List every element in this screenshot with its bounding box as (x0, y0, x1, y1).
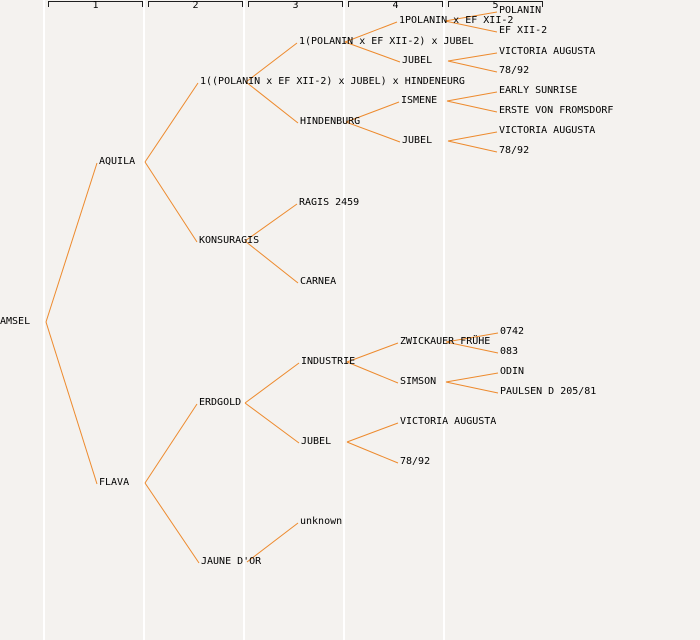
node-aquila: AQUILA (99, 156, 136, 167)
edge-jaune-dor-to-unknown (246, 522, 299, 563)
node-7892-erdgold: 78/92 (400, 456, 431, 467)
column-label-1: 1 (92, 0, 99, 11)
node-cross-pe-j: 1(POLANIN x EF XII-2) x JUBEL (299, 36, 474, 47)
node-erdgold: ERDGOLD (199, 397, 242, 408)
edge-aquila-to-cross-phj-h (144, 82, 199, 163)
node-victoria-erdgold: VICTORIA AUGUSTA (400, 416, 497, 427)
column-label-3: 3 (292, 0, 299, 11)
edge-erdgold-to-jubel-erdgold (244, 402, 300, 444)
node-victoria-jubel1: VICTORIA AUGUSTA (499, 46, 596, 57)
node-n083: 083 (500, 346, 519, 357)
node-7892-jubel1: 78/92 (499, 65, 530, 76)
column-bracket-2 (148, 1, 243, 7)
edge-jubel-erdgold-to-7892-erdgold (346, 441, 399, 464)
node-unknown: unknown (300, 516, 343, 527)
node-victoria-jubel2: VICTORIA AUGUSTA (499, 125, 596, 136)
edge-konsuragis-to-ragis-2459 (244, 203, 298, 242)
gridline (243, 0, 245, 640)
column-bracket-3 (248, 1, 343, 7)
column-label-4: 4 (392, 0, 399, 11)
edge-konsuragis-to-carnea (244, 240, 299, 284)
edge-industrie-to-zwickauer-fruehe (346, 342, 399, 363)
edge-ismene-to-early-sunrise (446, 91, 498, 102)
node-7892-jubel2: 78/92 (499, 145, 530, 156)
node-flava: FLAVA (99, 477, 130, 488)
edge-industrie-to-simson (346, 361, 399, 384)
node-odin: ODIN (500, 366, 525, 377)
node-hindenburg: HINDENBURG (300, 116, 361, 127)
node-polanin: POLANIN (499, 5, 542, 16)
gridline (143, 0, 145, 640)
edge-cross-phj-h-to-hindenburg (245, 81, 299, 124)
node-ismene-child-erste: ERSTE VON FROMSDORF (499, 105, 614, 116)
edge-jubel-cross-to-victoria-jubel1 (447, 52, 498, 62)
edge-flava-to-erdgold (144, 403, 198, 484)
edge-ismene-to-ismene-child-erste (446, 100, 498, 113)
edge-jubel-cross-to-7892-jubel1 (447, 60, 498, 73)
node-konsuragis: KONSURAGIS (199, 235, 260, 246)
node-ragis-2459: RAGIS 2459 (299, 197, 360, 208)
edge-cross-phj-h-to-cross-pe-j (245, 42, 298, 83)
node-jaune-dor: JAUNE D'OR (201, 556, 262, 567)
node-carnea: CARNEA (300, 276, 337, 287)
edge-cross-p-e-to-polanin (444, 11, 498, 22)
node-cross-phj-h: 1((POLANIN x EF XII-2) x JUBEL) x HINDEN… (200, 76, 465, 87)
edge-amsel-to-aquila (45, 162, 98, 323)
edge-jubel-hindenburg-to-victoria-jubel2 (447, 131, 498, 142)
column-bracket-5 (448, 1, 543, 7)
edge-erdgold-to-industrie (244, 362, 300, 404)
column-bracket-1 (48, 1, 143, 7)
node-jubel-erdgold: JUBEL (301, 436, 332, 447)
edge-cross-pe-j-to-jubel-cross (344, 41, 401, 63)
node-zwickauer-fruehe: ZWICKAUER FRÜHE (400, 336, 491, 347)
edge-hindenburg-to-ismene (345, 101, 400, 123)
node-simson: SIMSON (400, 376, 437, 387)
edge-jubel-erdgold-to-victoria-erdgold (346, 422, 399, 443)
edge-amsel-to-flava (45, 321, 98, 485)
node-early-sunrise: EARLY SUNRISE (499, 85, 578, 96)
node-ef-xii-2: EF XII-2 (499, 25, 548, 36)
edge-cross-pe-j-to-cross-p-e (344, 21, 398, 43)
column-label-5: 5 (492, 0, 499, 11)
node-n0742: 0742 (500, 326, 525, 337)
node-paulsen-d-205-81: PAULSEN D 205/81 (500, 386, 597, 397)
edge-aquila-to-konsuragis (144, 161, 198, 243)
gridline (43, 0, 45, 640)
gridline (343, 0, 345, 640)
node-jubel-cross: JUBEL (402, 55, 433, 66)
node-industrie: INDUSTRIE (301, 356, 356, 367)
column-bracket-4 (348, 1, 443, 7)
edge-zwickauer-fruehe-to-n083 (445, 341, 499, 354)
edge-hindenburg-to-jubel-hindenburg (345, 121, 401, 143)
edge-flava-to-jaune-dor (144, 482, 200, 564)
node-cross-p-e: 1POLANIN x EF XII-2 (399, 15, 514, 26)
edge-zwickauer-fruehe-to-n0742 (445, 332, 499, 343)
edge-jubel-hindenburg-to-7892-jubel2 (447, 140, 498, 153)
edge-simson-to-paulsen-d-205-81 (445, 381, 499, 394)
column-label-2: 2 (192, 0, 199, 11)
edge-simson-to-odin (445, 372, 499, 383)
edge-cross-p-e-to-ef-xii-2 (444, 20, 498, 33)
node-jubel-hindenburg: JUBEL (402, 135, 433, 146)
gridline (443, 0, 445, 640)
node-ismene: ISMENE (401, 95, 438, 106)
node-amsel: AMSEL (0, 316, 31, 327)
